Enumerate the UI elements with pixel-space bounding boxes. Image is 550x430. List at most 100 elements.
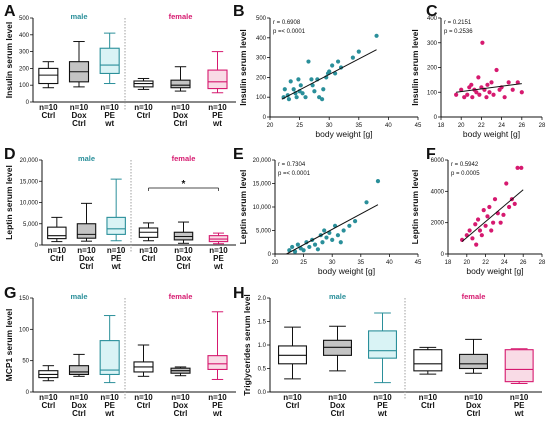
F-y-tick-label: 6000 xyxy=(431,158,445,164)
C-data-point xyxy=(480,40,485,45)
B-data-point xyxy=(282,87,287,92)
F-x-tick-label: 20 xyxy=(463,260,470,266)
H-category-label: n=10 xyxy=(510,393,529,402)
F-data-point xyxy=(501,212,506,217)
C-data-point xyxy=(465,92,470,97)
A-y-tick-label: 500 xyxy=(19,16,30,22)
D-category-label: Ctrl xyxy=(50,254,64,263)
E-x-tick-label: 20 xyxy=(272,260,279,266)
A-category-label: Dox xyxy=(71,111,87,120)
E-y-tick-label: 5,000 xyxy=(256,229,272,235)
B-data-point xyxy=(312,89,317,94)
D-category-label: n=10 xyxy=(174,246,193,255)
H-category-label: Dox xyxy=(330,401,346,410)
F-data-point xyxy=(481,208,486,213)
E-x-tick-label: 45 xyxy=(415,260,422,266)
A-category-label: n=10 xyxy=(100,103,119,112)
F-data-point xyxy=(477,228,483,233)
E-y-tick-label: 0 xyxy=(268,252,272,258)
D-box-male-PE xyxy=(106,216,126,235)
G-box-male-PE xyxy=(99,340,120,376)
E-data-point xyxy=(287,248,292,253)
D-category-label: Dox xyxy=(79,254,95,263)
C-data-point xyxy=(515,80,520,85)
F-data-point xyxy=(515,165,520,170)
E-data-point xyxy=(320,240,325,245)
B-regression-line xyxy=(281,49,377,100)
H-y-tick-label: 1.0 xyxy=(258,343,267,349)
C-data-point xyxy=(494,67,499,73)
A-y-tick-label: 400 xyxy=(19,33,30,39)
A-category-label: wt xyxy=(104,119,114,128)
C-x-tick-label: 20 xyxy=(458,123,465,129)
C-data-point xyxy=(454,92,459,97)
B-data-point xyxy=(300,91,305,96)
E-data-point xyxy=(312,242,318,247)
H-y-tick-label: 1.5 xyxy=(258,320,267,326)
A-y-tick-label: 0 xyxy=(26,100,30,106)
F-x-tick-label: 28 xyxy=(539,260,546,266)
H-category-label: Dox xyxy=(466,401,482,410)
B-data-point xyxy=(319,97,325,102)
E-data-point xyxy=(341,228,346,233)
D-group-label-male: male xyxy=(78,154,95,163)
H-category-label: n=10 xyxy=(373,393,392,402)
B-data-point xyxy=(291,87,296,92)
B-x-tick-label: 20 xyxy=(267,123,274,129)
C-y-tick-label: 100 xyxy=(427,90,438,96)
F-stat-label: p = 0.0005 xyxy=(451,171,480,177)
H-category-label: Ctrl xyxy=(467,409,481,418)
G-y-tick-label: 100 xyxy=(19,327,30,333)
B-y-tick-label: 300 xyxy=(256,56,267,62)
F-data-point xyxy=(467,228,472,233)
C-x-tick-label: 28 xyxy=(539,123,546,129)
C-data-point xyxy=(485,82,490,87)
B-data-point xyxy=(310,83,315,88)
H-category-label: wt xyxy=(514,409,524,418)
D-group-label-female: female xyxy=(172,154,196,163)
E-data-point xyxy=(301,248,306,253)
B-data-point xyxy=(309,77,314,82)
E-regression-line xyxy=(286,204,379,255)
F-data-point xyxy=(475,217,481,222)
E-x-tick-label: 35 xyxy=(357,260,364,266)
E-data-point xyxy=(292,249,298,254)
B-data-point xyxy=(356,49,361,54)
E-y-tick-label: 10,000 xyxy=(253,205,272,211)
A-category-label: wt xyxy=(212,119,222,128)
A-group-label-female: female xyxy=(169,12,193,21)
E-x-tick-label: 40 xyxy=(386,260,393,266)
G-category-label: n=10 xyxy=(70,393,89,402)
A-box-male-Ctrl xyxy=(38,67,59,85)
C-y-tick-label: 0 xyxy=(434,115,438,121)
E-y-tick-label: 20,000 xyxy=(253,158,272,164)
B-y-tick-label: 400 xyxy=(256,36,267,42)
E-y-tick-label: 15,000 xyxy=(253,182,272,188)
H-category-label: n=10 xyxy=(464,393,483,402)
F-stat-label: r = 0.5942 xyxy=(451,162,479,168)
G-category-label: n=10 xyxy=(134,393,153,402)
D-y-tick-label: 10,000 xyxy=(20,201,39,207)
G-y-tick-label: 50 xyxy=(22,359,29,365)
A-category-label: Ctrl xyxy=(72,119,86,128)
B-x-tick-label: 35 xyxy=(355,123,362,129)
G-box-female-PE xyxy=(207,355,228,370)
D-y-axis-title: Leptin serum level xyxy=(4,165,14,240)
D-box-male-Dox xyxy=(76,223,97,239)
D-category-label: Ctrl xyxy=(177,262,191,271)
B-x-tick-label: 40 xyxy=(385,123,392,129)
F-data-point xyxy=(487,204,492,210)
G-y-axis-title: MCP1 serum level xyxy=(4,309,14,382)
H-category-label: n=10 xyxy=(328,393,347,402)
H-group-label-male: male xyxy=(329,292,346,301)
E-data-point xyxy=(315,247,320,252)
E-data-point xyxy=(324,235,329,240)
H-group-label-female: female xyxy=(462,292,486,301)
D-category-label: PE xyxy=(213,254,224,263)
H-box-female-Dox xyxy=(458,353,488,370)
C-data-point xyxy=(470,95,475,100)
D-category-label: wt xyxy=(213,262,223,271)
F-data-point xyxy=(479,233,484,238)
F-data-point xyxy=(491,220,496,225)
C-data-point xyxy=(484,95,489,100)
